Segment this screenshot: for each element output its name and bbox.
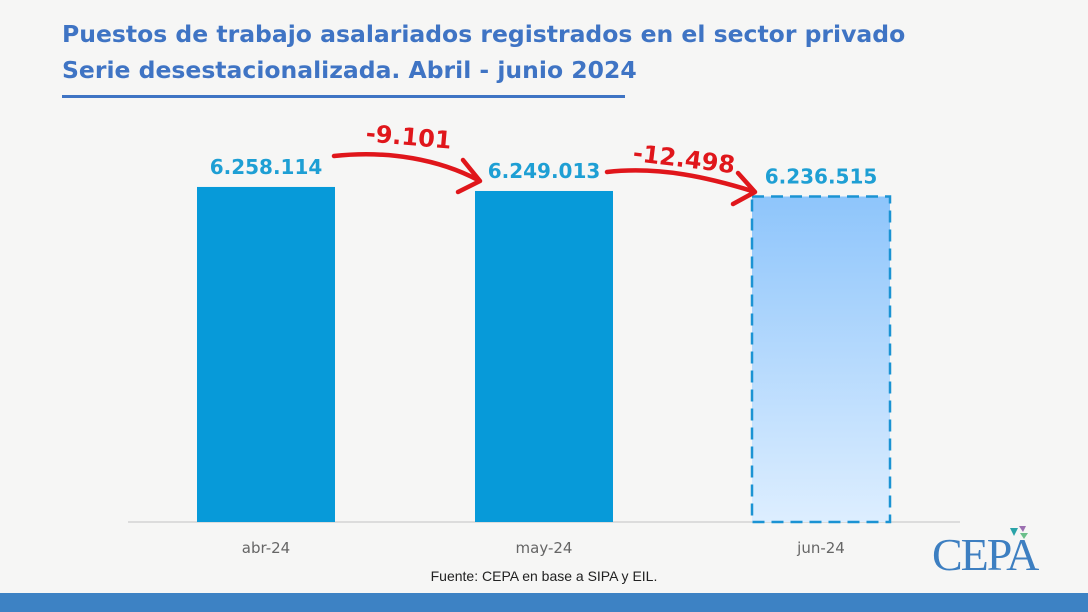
annotation-arrowhead-icon (730, 170, 758, 207)
title-underline (62, 95, 625, 98)
x-tick-jun-24: jun-24 (796, 539, 845, 557)
data-label-jun-24: 6.236.515 (765, 165, 878, 189)
x-tick-abr-24: abr-24 (242, 539, 290, 557)
logo-triangles-icon (1010, 526, 1028, 539)
title-line-2: Serie desestacionalizada. Abril - junio … (62, 56, 637, 84)
data-label-abr-24: 6.258.114 (210, 155, 323, 179)
annotation-arrow-2 (604, 168, 755, 194)
data-label-may-24: 6.249.013 (488, 159, 601, 183)
annotation-label-2: -12.498 (631, 139, 736, 179)
annotation-arrowhead-icon (455, 157, 483, 195)
annotation-label-1: -9.101 (365, 119, 453, 154)
cepa-logo: CEPA (932, 524, 1052, 580)
source-note: Fuente: CEPA en base a SIPA y EIL. (430, 568, 658, 584)
chart-title: Puestos de trabajo asalariados registrad… (62, 16, 905, 88)
bar-abr-24 (197, 186, 335, 522)
annotation-arrow-1 (331, 152, 481, 183)
bar-jun-24 (750, 195, 892, 524)
title-line-1: Puestos de trabajo asalariados registrad… (62, 20, 906, 48)
x-tick-may-24: may-24 (516, 539, 573, 557)
bar-may-24 (475, 190, 613, 522)
footer-bar (0, 593, 1088, 612)
